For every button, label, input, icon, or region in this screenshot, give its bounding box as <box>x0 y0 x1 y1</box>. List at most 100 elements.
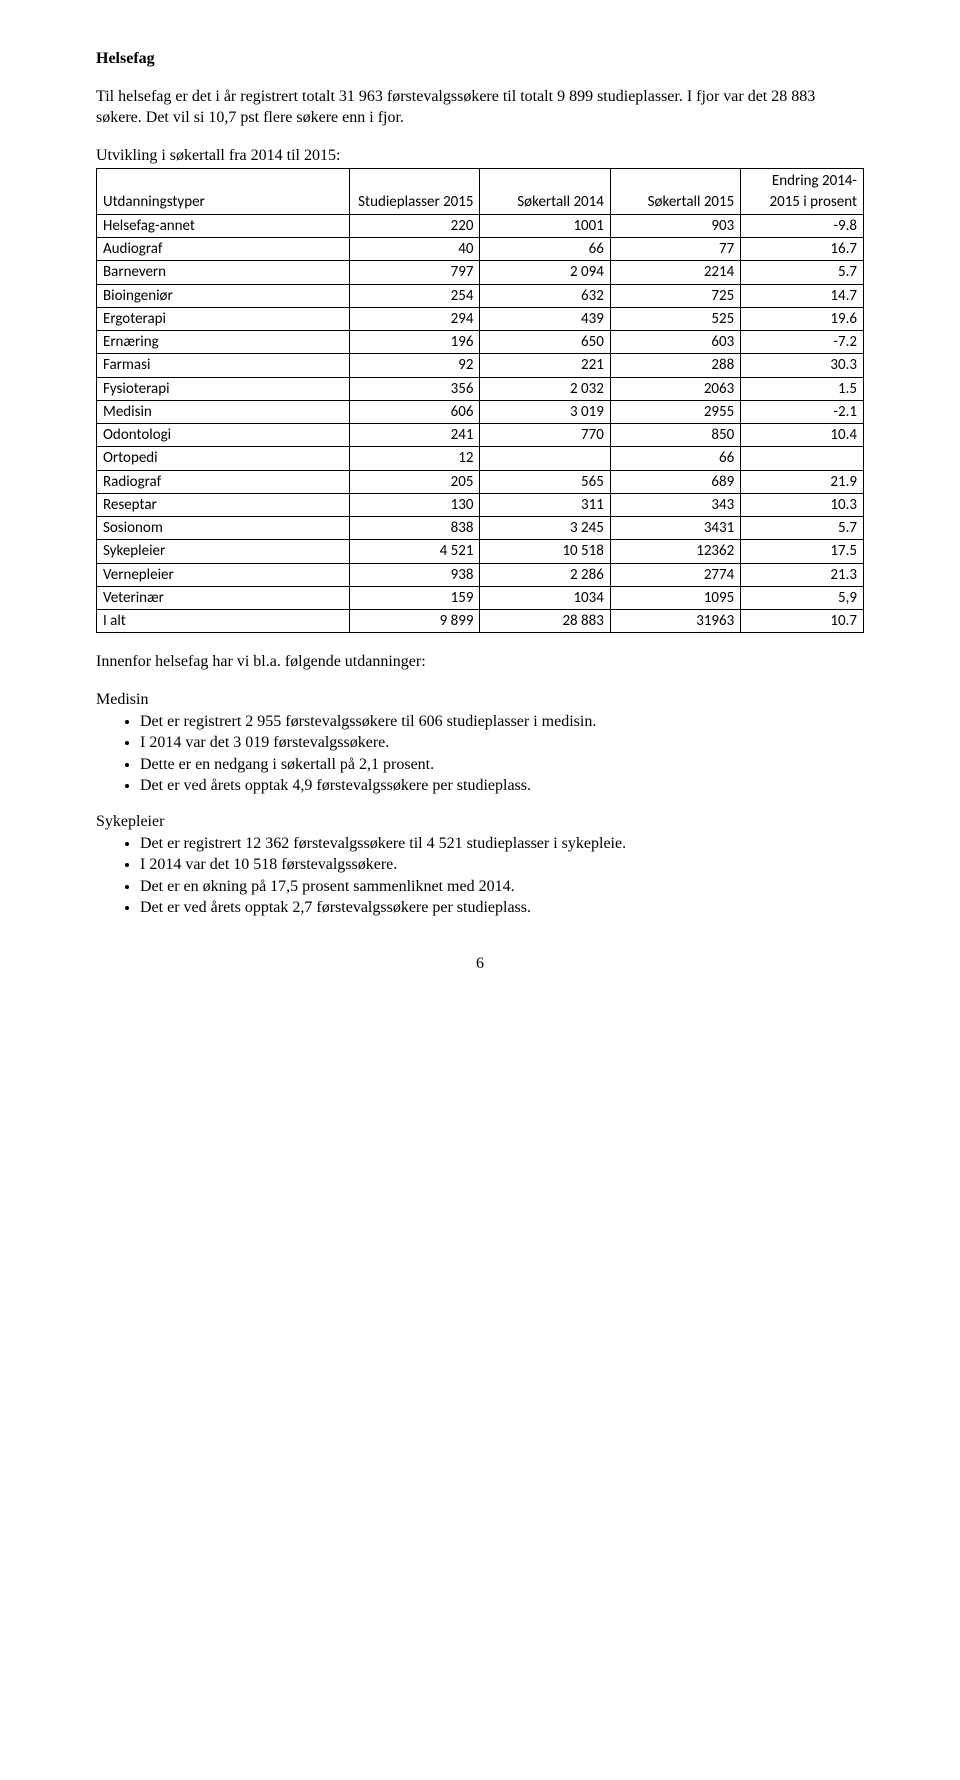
table-row: Medisin6063 0192955-2.1 <box>97 400 864 423</box>
table-cell: 565 <box>480 470 610 493</box>
table-row: Helsefag-annet2201001903-9.8 <box>97 214 864 237</box>
table-cell: Audiograf <box>97 238 350 261</box>
table-cell: Medisin <box>97 400 350 423</box>
table-row: Sosionom8383 24534315.7 <box>97 517 864 540</box>
table-row: Farmasi9222128830.3 <box>97 354 864 377</box>
table-cell: 10.4 <box>741 424 864 447</box>
table-cell: 689 <box>610 470 740 493</box>
table-cell: 838 <box>350 517 480 540</box>
table-row: Sykepleier4 52110 5181236217.5 <box>97 540 864 563</box>
table-cell: 903 <box>610 214 740 237</box>
table-cell: Ortopedi <box>97 447 350 470</box>
table-cell: Ernæring <box>97 331 350 354</box>
table-intro: Utvikling i søkertall fra 2014 til 2015: <box>96 145 864 167</box>
table-row: Reseptar13031134310.3 <box>97 493 864 516</box>
table-cell: 4 521 <box>350 540 480 563</box>
table-cell: 2 286 <box>480 563 610 586</box>
table-cell: Vernepleier <box>97 563 350 586</box>
table-cell: 205 <box>350 470 480 493</box>
table-cell: 3431 <box>610 517 740 540</box>
table-cell: 797 <box>350 261 480 284</box>
table-cell: Sykepleier <box>97 540 350 563</box>
table-cell: 14.7 <box>741 284 864 307</box>
table-row: Fysioterapi3562 03220631.5 <box>97 377 864 400</box>
table-cell: Radiograf <box>97 470 350 493</box>
page-number: 6 <box>96 953 864 975</box>
table-cell: 650 <box>480 331 610 354</box>
table-cell: 92 <box>350 354 480 377</box>
table-cell: 9 899 <box>350 610 480 633</box>
table-cell: -9.8 <box>741 214 864 237</box>
table-row: Radiograf20556568921.9 <box>97 470 864 493</box>
medisin-list: Det er registrert 2 955 førstevalgssøker… <box>96 711 864 797</box>
table-cell: 31963 <box>610 610 740 633</box>
table-cell: Ergoterapi <box>97 307 350 330</box>
table-row: Veterinær159103410955,9 <box>97 586 864 609</box>
table-cell: 603 <box>610 331 740 354</box>
table-cell: 356 <box>350 377 480 400</box>
table-cell: 221 <box>480 354 610 377</box>
table-cell: 21.3 <box>741 563 864 586</box>
table-cell: -2.1 <box>741 400 864 423</box>
table-cell: 16.7 <box>741 238 864 261</box>
table-cell: 606 <box>350 400 480 423</box>
list-item: Det er ved årets opptak 4,9 førstevalgss… <box>140 775 864 797</box>
table-cell: 3 245 <box>480 517 610 540</box>
table-cell: 1001 <box>480 214 610 237</box>
table-cell: 288 <box>610 354 740 377</box>
table-cell: 2 094 <box>480 261 610 284</box>
table-cell: Reseptar <box>97 493 350 516</box>
table-cell: 12362 <box>610 540 740 563</box>
sykepleier-list: Det er registrert 12 362 førstevalgssøke… <box>96 833 864 919</box>
table-cell: 725 <box>610 284 740 307</box>
table-cell: Sosionom <box>97 517 350 540</box>
table-cell: 770 <box>480 424 610 447</box>
table-cell: 3 019 <box>480 400 610 423</box>
col-header-sokertall-2015: Søkertall 2015 <box>610 169 740 215</box>
table-cell: 2 032 <box>480 377 610 400</box>
table-cell: 30.3 <box>741 354 864 377</box>
table-cell: Bioingeniør <box>97 284 350 307</box>
table-row: Odontologi24177085010.4 <box>97 424 864 447</box>
table-row: Vernepleier9382 286277421.3 <box>97 563 864 586</box>
table-cell: 1.5 <box>741 377 864 400</box>
table-cell: I alt <box>97 610 350 633</box>
table-cell: Farmasi <box>97 354 350 377</box>
list-item: Dette er en nedgang i søkertall på 2,1 p… <box>140 754 864 776</box>
table-cell: 2063 <box>610 377 740 400</box>
medisin-heading: Medisin <box>96 689 864 711</box>
table-cell: 12 <box>350 447 480 470</box>
table-cell: 343 <box>610 493 740 516</box>
table-row: Ergoterapi29443952519.6 <box>97 307 864 330</box>
table-row: Ortopedi1266 <box>97 447 864 470</box>
list-item: Det er registrert 12 362 førstevalgssøke… <box>140 833 864 855</box>
sykepleier-heading: Sykepleier <box>96 811 864 833</box>
table-cell: 311 <box>480 493 610 516</box>
table-cell: 77 <box>610 238 740 261</box>
table-cell: 5.7 <box>741 261 864 284</box>
table-cell: 28 883 <box>480 610 610 633</box>
table-cell <box>480 447 610 470</box>
table-cell: 17.5 <box>741 540 864 563</box>
table-cell: 294 <box>350 307 480 330</box>
table-cell: Odontologi <box>97 424 350 447</box>
list-item: Det er registrert 2 955 førstevalgssøker… <box>140 711 864 733</box>
table-cell: Veterinær <box>97 586 350 609</box>
col-header-studieplasser: Studieplasser 2015 <box>350 169 480 215</box>
table-cell: 159 <box>350 586 480 609</box>
list-item: I 2014 var det 10 518 førstevalgssøkere. <box>140 854 864 876</box>
table-header-row: Utdanningstyper Studieplasser 2015 Søker… <box>97 169 864 215</box>
table-cell: 254 <box>350 284 480 307</box>
col-header-utdanningstyper: Utdanningstyper <box>97 169 350 215</box>
col-header-sokertall-2014: Søkertall 2014 <box>480 169 610 215</box>
table-cell: 938 <box>350 563 480 586</box>
table-cell: 196 <box>350 331 480 354</box>
section-heading: Helsefag <box>96 48 864 70</box>
data-table: Utdanningstyper Studieplasser 2015 Søker… <box>96 168 864 633</box>
table-row: Audiograf40667716.7 <box>97 238 864 261</box>
table-cell: 10 518 <box>480 540 610 563</box>
table-cell: 5,9 <box>741 586 864 609</box>
list-item: Det er en økning på 17,5 prosent sammenl… <box>140 876 864 898</box>
table-row: Barnevern7972 09422145.7 <box>97 261 864 284</box>
table-cell: 2214 <box>610 261 740 284</box>
